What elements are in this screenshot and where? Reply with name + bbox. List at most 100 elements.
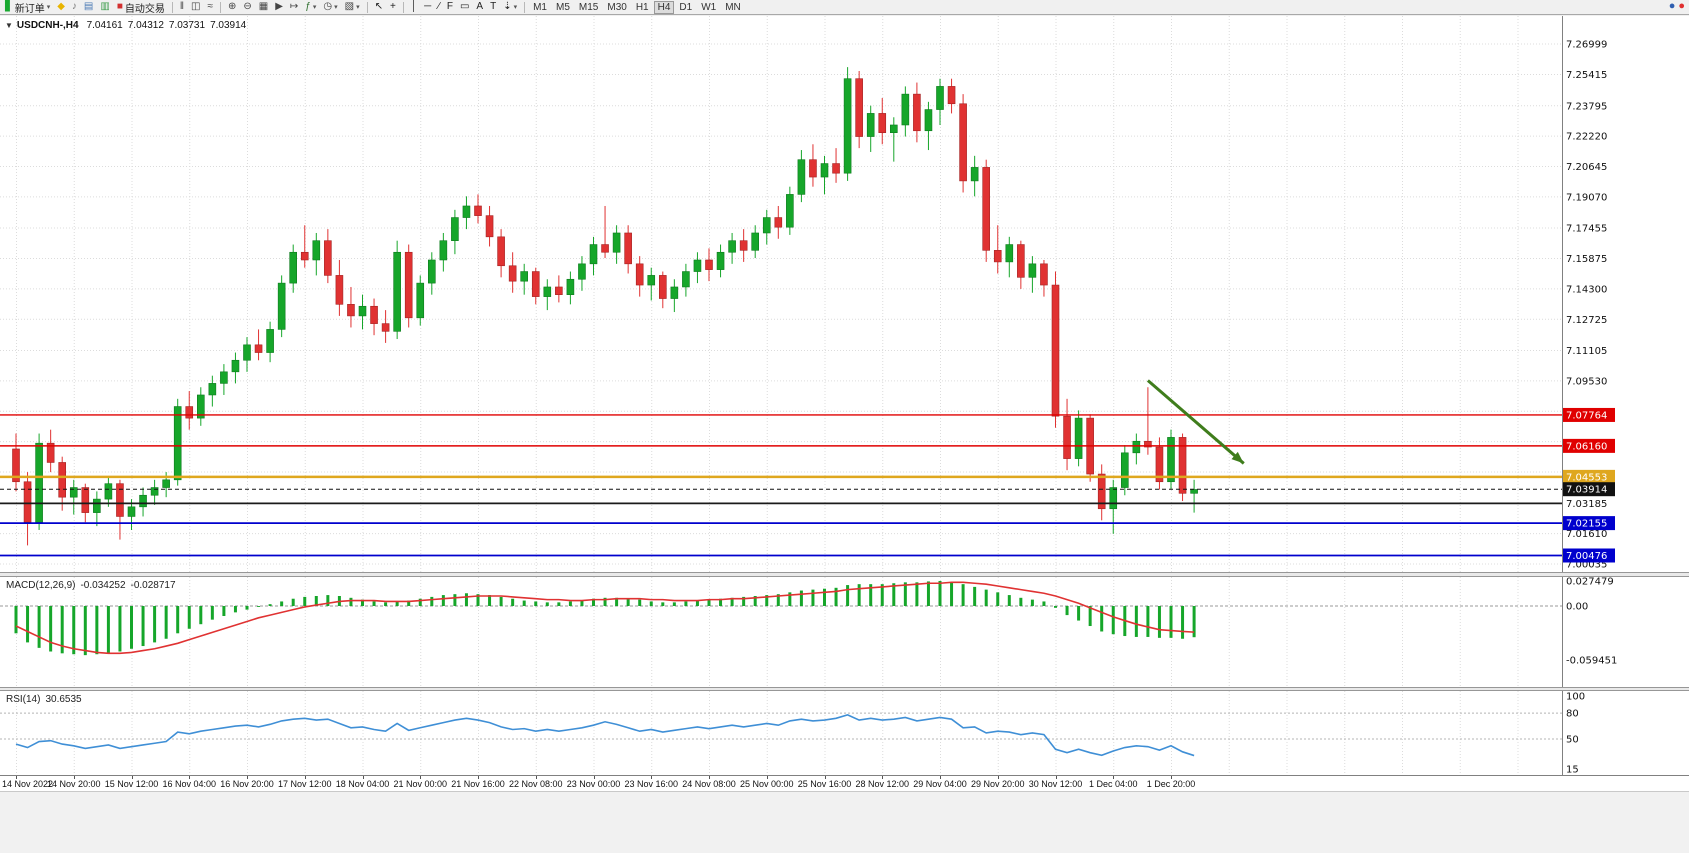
market-watch-icon-button[interactable]: ▤ [81, 1, 96, 14]
autotrading-button-label: 自动交易 [124, 3, 165, 15]
candle [393, 251, 401, 332]
tile-windows-icon-button[interactable]: ▦ [256, 1, 271, 14]
candles [12, 67, 1198, 546]
candle [658, 275, 667, 299]
time-tick [1171, 776, 1172, 779]
timeframe-m5-button[interactable]: M5 [552, 1, 574, 14]
candle [220, 371, 228, 384]
crosshair-icon-button[interactable]: + [387, 1, 399, 14]
time-tick [247, 776, 248, 779]
timeframe-w1-button[interactable]: W1 [697, 1, 720, 14]
ohlc-low: 7.03731 [168, 20, 206, 31]
price-axis-label: 7.15875 [1566, 254, 1607, 265]
candle [1005, 244, 1014, 263]
candle [820, 163, 829, 178]
candle [682, 271, 690, 288]
time-axis[interactable]: 14 Nov 2022 14 Nov 20:00 15 Nov 12:00 16 No… [0, 775, 1689, 791]
time-axis-label: 25 Nov 00:00 [739, 779, 794, 789]
rsi-indicator-chart[interactable]: 100 80 50 15 [0, 691, 1689, 775]
sound-icon-button[interactable]: ♪ [69, 1, 80, 14]
time-tick [1055, 776, 1057, 779]
timeframe-mn-button[interactable]: MN [721, 1, 745, 14]
fibonacci-icon: F [446, 1, 453, 12]
candle [358, 305, 367, 317]
time-tick [709, 776, 710, 779]
zoom-out-icon-button[interactable]: ⊖ [240, 1, 254, 14]
price-axis-label: 7.12725 [1566, 315, 1607, 326]
candle [520, 271, 529, 282]
candle [959, 103, 967, 182]
time-axis-label: 15 Nov 12:00 [104, 779, 159, 789]
macd-name: MACD(12,26,9) [6, 580, 76, 591]
navigator-icon-button[interactable]: ▥ [97, 1, 112, 14]
bar-chart-icon-button[interactable]: ‖ [177, 1, 187, 14]
zoom-in-icon: ⊕ [227, 1, 237, 12]
fibonacci-icon-button[interactable]: F [444, 1, 456, 14]
chart-shift-icon-button[interactable]: ↦ [287, 1, 301, 14]
candlestick-chart-icon-button[interactable]: ◫ [188, 1, 203, 14]
time-axis-label: 29 Nov 04:00 [913, 779, 967, 789]
trendline-icon-button[interactable]: ∕ [435, 1, 443, 14]
arrows-icon-button[interactable]: ⇣ ▾ [500, 1, 520, 14]
candle [555, 286, 563, 295]
price-axis-label: 7.03185 [1566, 499, 1607, 510]
price-axis-label: 7.17455 [1566, 224, 1607, 235]
new-order-button[interactable]: ▋ 新订单 ▾ [2, 1, 53, 15]
price-axis-label: 7.26999 [1566, 40, 1607, 51]
main-price-chart[interactable]: 7.26999 7.25415 7.23795 7.22220 7.20645 7.190… [0, 16, 1689, 572]
chart-collapse-caret-icon[interactable]: ▼ [5, 21, 13, 30]
trend-arrow-head [1231, 451, 1244, 464]
timeframe-d1-button[interactable]: D1 [675, 1, 696, 14]
candle [1097, 473, 1106, 510]
text-label-icon: T [490, 1, 497, 12]
trend-arrow[interactable] [1146, 379, 1245, 465]
candle [162, 479, 170, 488]
candle [970, 167, 979, 182]
candle [1178, 437, 1187, 494]
time-axis-label: 30 Nov 12:00 [1028, 779, 1083, 789]
metaquotes-icon-button[interactable]: ◆ [54, 1, 68, 14]
templates-icon-button[interactable]: ▧ ▾ [342, 1, 363, 14]
timeframe-m1-button[interactable]: M1 [529, 1, 551, 14]
candle [58, 462, 67, 498]
timeframe-m15-button[interactable]: M15 [575, 1, 602, 14]
panel-separator[interactable] [0, 687, 1689, 691]
auto-scroll-icon-button[interactable]: ▶ [272, 1, 286, 14]
cursor-icon-button[interactable]: ↖ [372, 1, 386, 14]
candle [1132, 440, 1141, 454]
time-tick [1113, 776, 1115, 779]
timeframe-h1-button[interactable]: H1 [632, 1, 653, 14]
vertical-line-icon-button[interactable]: │ [408, 1, 420, 14]
candle [150, 487, 159, 496]
line-chart-icon-button[interactable]: ≈ [204, 1, 216, 14]
timeframe-m30-button[interactable]: M30 [603, 1, 630, 14]
text-icon-button[interactable]: A [473, 1, 486, 14]
timeframe-h4-button[interactable]: H4 [653, 0, 675, 14]
candle [1121, 452, 1129, 488]
periods-icon-button[interactable]: ◷ ▾ [320, 1, 340, 14]
zoom-in-icon-button[interactable]: ⊕ [225, 1, 239, 14]
rsi-background [0, 691, 1689, 775]
community-icon[interactable]: ● [1668, 0, 1676, 12]
price-axis-label: 7.09530 [1566, 376, 1607, 387]
main-toolbar: ▋ 新订单 ▾ ◆ ♪ ▤ ▥ ■ 自动交易 ‖ ◫ ≈ ⊕ ⊖ ▦ ▶ ↦ ƒ ▾ ◷ ▾ ▧ ▾ ↖ + │ ─ ∕ F ▭ A T ⇣ ▾ M… [0, 0, 1689, 15]
panel-separator[interactable] [0, 572, 1689, 577]
shapes-icon-button[interactable]: ▭ [457, 1, 472, 14]
autotrading-button[interactable]: ■ 自动交易 [114, 1, 168, 15]
text-label-icon-button[interactable]: T [487, 1, 499, 14]
candle [693, 259, 702, 272]
toolbar-separator [524, 1, 526, 13]
price-badge [1563, 407, 1615, 422]
candle [716, 251, 725, 270]
notification-icon[interactable]: ● [1678, 0, 1685, 12]
candle [797, 159, 806, 195]
indicators-icon-button[interactable]: ƒ ▾ [302, 1, 319, 14]
ohlc-high: 7.04312 [127, 20, 164, 31]
candle [300, 251, 309, 261]
price-axis-label: 7.14300 [1566, 284, 1607, 295]
macd-indicator-chart[interactable]: 0.027479 0.00 -0.059451 [0, 577, 1689, 687]
candle [786, 194, 794, 228]
horizontal-line-icon-button[interactable]: ─ [421, 1, 434, 14]
clock-icon: ◷ [323, 1, 333, 12]
rsi-value: 30.6535 [45, 694, 82, 705]
